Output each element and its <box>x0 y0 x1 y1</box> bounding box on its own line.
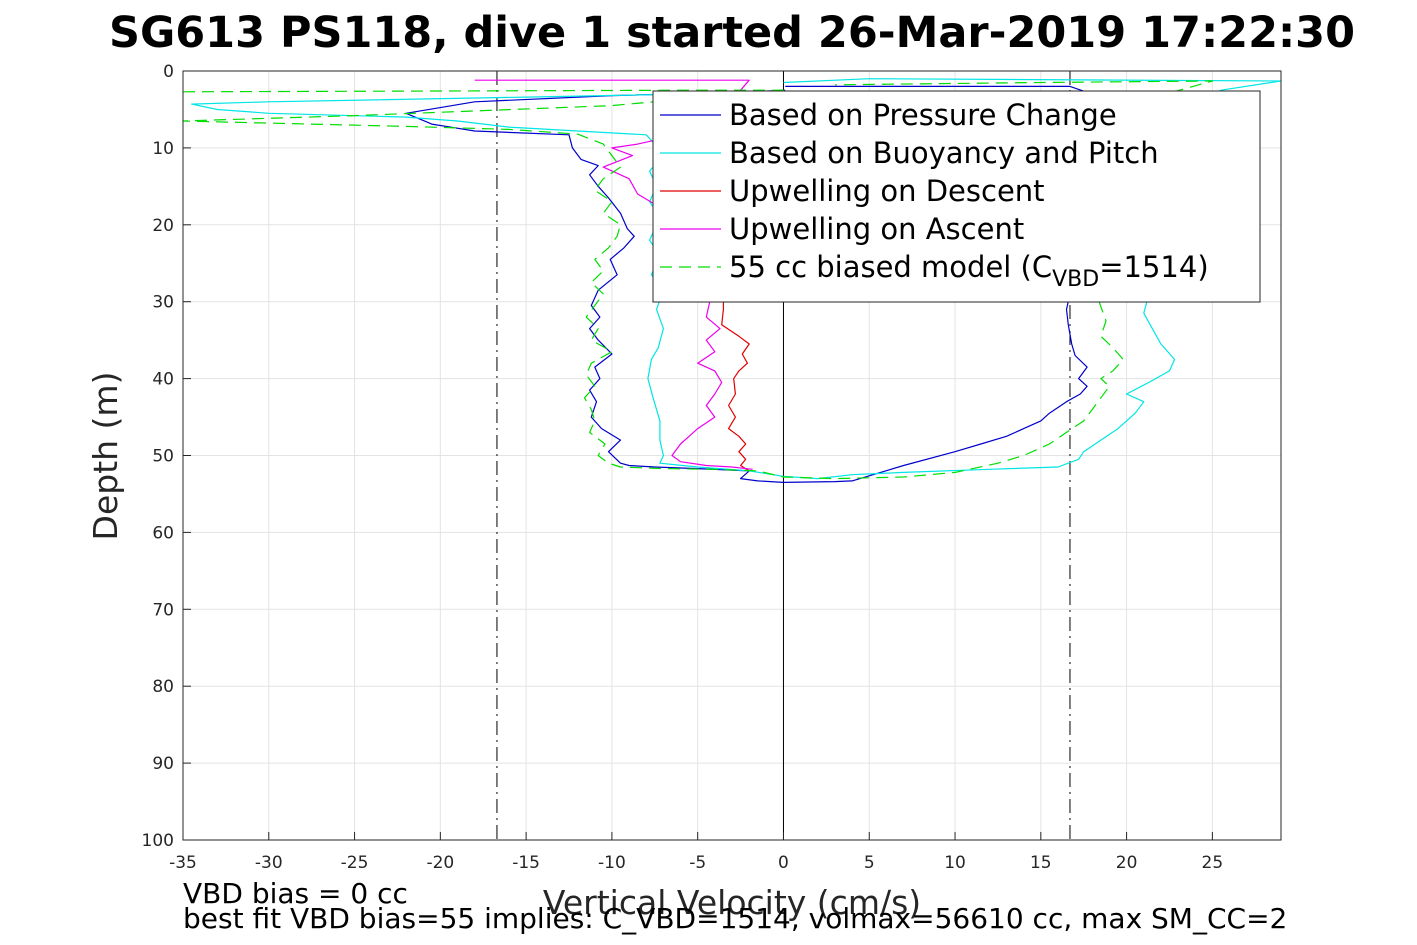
legend-label-end: =1514) <box>1099 250 1208 284</box>
chart-title: SG613 PS118, dive 1 started 26-Mar-2019 … <box>109 8 1355 58</box>
x-tick-label: -30 <box>255 853 283 873</box>
y-tick-label: 10 <box>152 139 174 159</box>
x-tick-label: 20 <box>1116 853 1138 873</box>
x-tick-label: -5 <box>689 853 706 873</box>
legend-label-4: Upwelling on Ascent <box>729 212 1024 246</box>
y-tick-label: 0 <box>163 62 174 82</box>
x-tick-label: 15 <box>1030 853 1052 873</box>
legend-label-1: Based on Pressure Change <box>729 98 1117 132</box>
x-tick-label: 25 <box>1202 853 1224 873</box>
footer-line-2: best fit VBD bias=55 implies: C_VBD=1514… <box>183 902 1287 935</box>
x-tick-label: -25 <box>341 853 369 873</box>
y-ticks: 0 10 20 30 40 50 60 70 80 90 100 <box>142 62 191 851</box>
x-tick-label: 0 <box>778 853 789 873</box>
x-tick-label: -15 <box>512 853 540 873</box>
footer-line-1: VBD bias = 0 cc <box>183 877 408 910</box>
y-tick-label: 50 <box>152 447 174 467</box>
legend-label-3: Upwelling on Descent <box>729 174 1045 208</box>
legend: Based on Pressure Change Based on Buoyanc… <box>652 90 1261 303</box>
x-tick-label: 5 <box>864 853 875 873</box>
y-tick-label: 40 <box>152 370 174 390</box>
y-axis-label: Depth (m) <box>86 372 125 541</box>
y-tick-label: 70 <box>152 600 174 620</box>
y-tick-label: 100 <box>142 831 174 851</box>
series-line-1 <box>405 85 1102 483</box>
y-tick-label: 90 <box>152 754 174 774</box>
series-line-2 <box>191 78 1282 480</box>
x-ticks: -35 -30 -25 -20 -15 -10 -5 0 5 10 15 20 25 <box>169 832 1223 873</box>
x-axis-label: Vertical Velocity (cm/s) <box>543 883 921 922</box>
legend-box <box>652 90 1261 303</box>
legend-subscript: VBD <box>1052 267 1099 292</box>
y-tick-label: 30 <box>152 293 174 313</box>
x-tick-label: -10 <box>598 853 626 873</box>
x-tick-label: -35 <box>169 853 197 873</box>
y-tick-label: 80 <box>152 677 174 697</box>
x-tick-label: 10 <box>944 853 966 873</box>
y-tick-label: 60 <box>152 523 174 543</box>
x-tick-label: -20 <box>426 853 454 873</box>
y-tick-label: 20 <box>152 216 174 236</box>
legend-label-2: Based on Buoyancy and Pitch <box>729 136 1159 170</box>
